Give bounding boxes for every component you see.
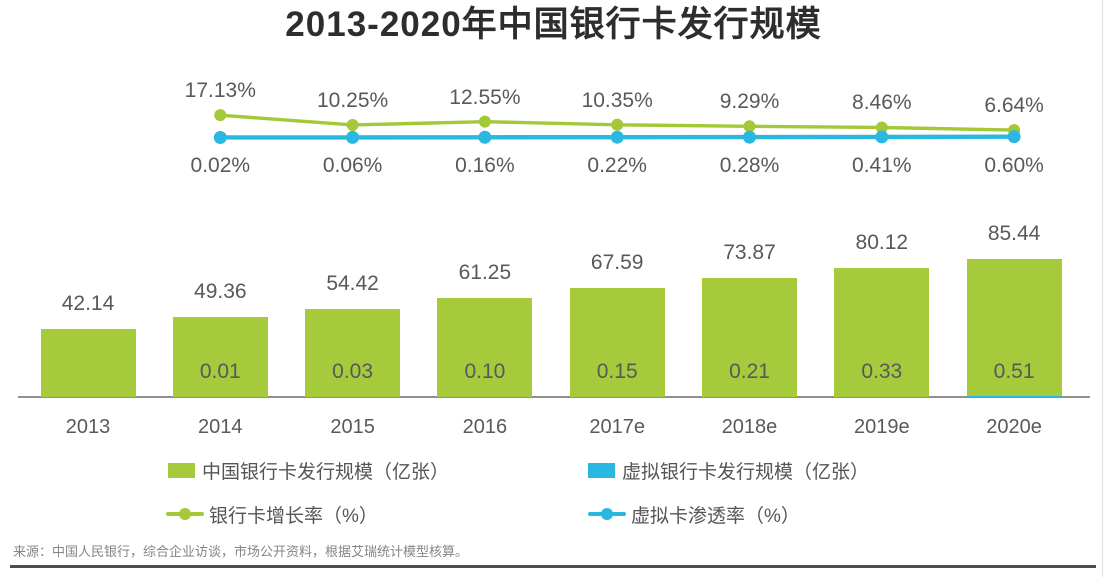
bank-card-bar: [305, 309, 401, 397]
penetration-line: [220, 134, 1015, 140]
legend-item-virtual-card-penetration: 虚拟卡渗透率（%）: [588, 504, 800, 527]
x-axis-label: 2015: [330, 416, 375, 438]
penetration-rate-label: 0.02%: [190, 154, 251, 178]
growth-rate-point: [875, 121, 888, 134]
x-axis-label: 2013: [65, 416, 111, 438]
penetration-point: [1007, 130, 1021, 144]
right-edge-line: [1102, 0, 1103, 577]
green-square-swatch-icon: [168, 462, 195, 478]
penetration-point: [346, 130, 360, 144]
virtual-card-value-label: 0.51: [993, 360, 1035, 383]
penetration-point: [213, 130, 227, 144]
blue-square-swatch-icon: [588, 462, 615, 478]
source-note: 来源：中国人民银行，综合企业访谈，市场公开资料，根据艾瑞统计模型核算。: [13, 544, 469, 559]
bank-card-bar: [569, 287, 665, 397]
growth-rate-point: [346, 118, 359, 131]
virtual-card-value-label: 0.33: [861, 360, 903, 383]
penetration-rate-label: 0.22%: [587, 154, 647, 178]
bank-card-bar: [966, 259, 1062, 397]
bar-value-label: 54.42: [326, 272, 379, 296]
growth-rate-label: 12.55%: [449, 85, 521, 109]
legend-label: 虚拟卡渗透率（%）: [631, 505, 800, 527]
bank-card-bar: [172, 317, 268, 397]
bar-value-label: 73.87: [723, 240, 776, 264]
x-axis-label: 2019e: [853, 416, 910, 438]
virtual-card-value-label: 0.10: [464, 360, 506, 383]
blue-dot-icon: [601, 508, 613, 520]
legend-item-bank-card-scale: 中国银行卡发行规模（亿张）: [168, 460, 449, 483]
x-axis-label: 2018e: [721, 416, 778, 438]
growth-rate-label: 17.13%: [184, 79, 256, 103]
penetration-point: [610, 130, 624, 144]
green-dot-icon: [179, 508, 191, 520]
growth-rate-label: 10.25%: [316, 88, 389, 112]
legend-label: 中国银行卡发行规模（亿张）: [202, 461, 450, 483]
legend-item-card-growth-rate: 银行卡增长率（%）: [166, 504, 378, 527]
green-line-dot-swatch-icon: [166, 508, 204, 520]
growth-rate-point: [214, 109, 227, 122]
bar-value-label: 85.44: [987, 222, 1041, 245]
legend-item-virtual-card-scale: 虚拟银行卡发行规模（亿张）: [588, 460, 869, 483]
growth-rate-label: 9.29%: [719, 90, 780, 114]
penetration-rate-label: 0.41%: [852, 153, 912, 177]
x-axis-label: 2020e: [986, 416, 1042, 438]
virtual-card-value-label: 0.15: [596, 360, 638, 383]
growth-rate-label: 10.35%: [581, 88, 653, 112]
penetration-rate-label: 0.60%: [984, 153, 1044, 177]
growth-rate-point: [743, 120, 756, 133]
penetration-point: [743, 130, 756, 144]
virtual-card-bar: [966, 395, 1062, 397]
penetration-rate-label: 0.28%: [719, 154, 780, 178]
growth-rate-label: 8.46%: [852, 91, 912, 115]
bar-value-label: 80.12: [855, 230, 909, 254]
penetration-rate-label: 0.16%: [455, 154, 515, 178]
bar-value-label: 42.14: [61, 291, 115, 315]
bank-card-bar: [702, 277, 797, 397]
bar-value-label: 49.36: [194, 280, 247, 304]
bank-card-bar: [834, 267, 930, 397]
growth-rate-point: [478, 115, 491, 128]
growth-rate-label: 6.64%: [984, 94, 1044, 118]
growth-rate-point: [1008, 124, 1021, 137]
legend-label: 银行卡增长率（%）: [209, 505, 378, 527]
chart-title: 2013-2020年中国银行卡发行规模: [285, 5, 822, 44]
penetration-point: [875, 130, 889, 144]
blue-line-dot-swatch-icon: [588, 508, 626, 520]
x-axis-label: 2016: [462, 416, 508, 438]
penetration-rate-label: 0.06%: [322, 154, 383, 178]
bar-value-label: 61.25: [458, 261, 512, 285]
bank-card-bar: [40, 328, 136, 397]
x-axis-line: [18, 396, 1090, 398]
bottom-divider: [10, 565, 1096, 568]
bank-card-bar: [437, 298, 533, 397]
bar-value-label: 67.59: [590, 250, 644, 274]
virtual-card-value-label: 0.01: [199, 360, 241, 383]
legend-label: 虚拟银行卡发行规模（亿张）: [622, 461, 870, 483]
x-axis-label: 2014: [198, 416, 243, 438]
penetration-point: [478, 130, 492, 144]
x-axis-label: 2017e: [589, 416, 645, 438]
growth-rate-line: [220, 113, 1015, 132]
growth-rate-point: [611, 118, 624, 131]
virtual-card-value-label: 0.03: [332, 360, 374, 383]
virtual-card-value-label: 0.21: [729, 360, 770, 383]
